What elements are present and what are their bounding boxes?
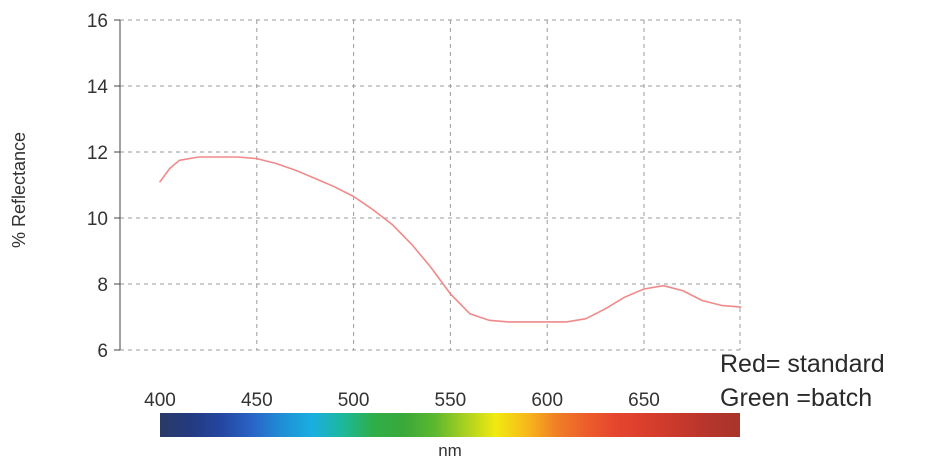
y-tick-label: 14 [87, 77, 109, 98]
x-tick-label: 600 [531, 390, 563, 411]
x-tick-label: 450 [241, 390, 273, 411]
series-lines [159, 156, 742, 323]
y-tick-label: 6 [97, 341, 108, 362]
grid-lines [120, 19, 741, 351]
series-line [159, 156, 742, 323]
x-tick-labels: 400 450 500 550 600 650 [144, 390, 660, 411]
y-axis-label: % Reflectance [9, 132, 29, 248]
y-tick-label: 16 [87, 11, 108, 32]
spectrum-bar [160, 413, 740, 437]
x-tick-label: 550 [435, 390, 467, 411]
x-tick-label: 650 [628, 390, 660, 411]
y-tick-label: 10 [87, 209, 108, 230]
legend-item-red-standard: Red= standard [720, 350, 885, 378]
y-tick-label: 12 [87, 143, 108, 164]
x-tick-label: 500 [338, 390, 370, 411]
x-axis-label: nm [438, 441, 462, 459]
axes [114, 19, 121, 351]
x-tick-label: 400 [144, 390, 176, 411]
y-tick-labels: 16 14 12 10 8 6 [87, 11, 109, 362]
legend-item-green-batch: Green =batch [720, 384, 872, 412]
y-tick-label: 8 [97, 275, 108, 296]
